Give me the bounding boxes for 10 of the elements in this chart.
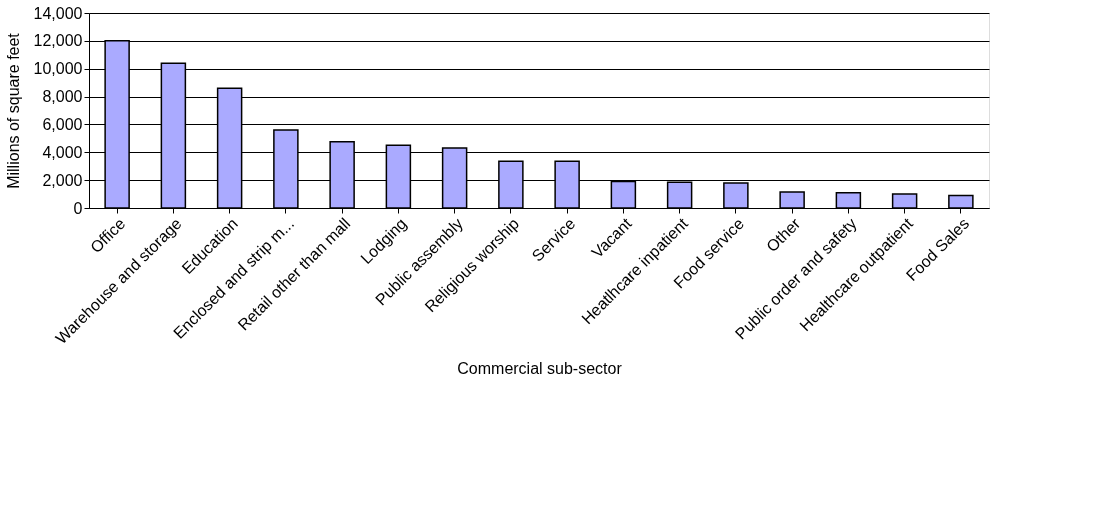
y-tick-label: 14,000 bbox=[33, 4, 83, 22]
y-tick-label: 6,000 bbox=[42, 115, 83, 133]
y-tick-label: 12,000 bbox=[33, 32, 83, 50]
y-axis-title: Millions of square feet bbox=[4, 32, 22, 189]
x-axis-title: Commercial sub-sector bbox=[457, 360, 623, 378]
y-tick-label: 10,000 bbox=[33, 60, 83, 78]
y-tick-label: 4,000 bbox=[42, 143, 83, 161]
y-tick-label: 8,000 bbox=[42, 88, 83, 106]
y-tick-label: 0 bbox=[73, 199, 83, 217]
y-tick-label: 2,000 bbox=[42, 171, 83, 189]
